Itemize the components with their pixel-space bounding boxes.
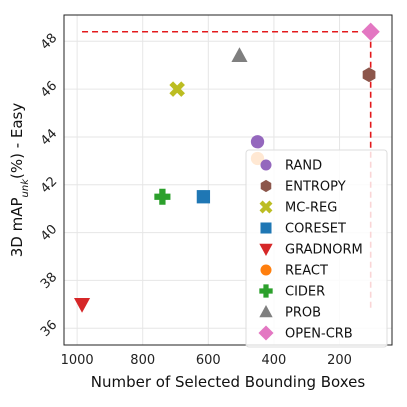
- legend-marker-cider: [259, 284, 273, 298]
- x-tick-label: 800: [130, 353, 155, 368]
- plot-area: [63, 14, 393, 346]
- legend-item-coreset: CORESET: [260, 222, 346, 237]
- legend-label-react: REACT: [285, 264, 328, 279]
- legend-marker-react: [260, 264, 272, 276]
- y-tick-label: 42: [38, 174, 60, 196]
- legend-label-gradnorm: GRADNORM: [285, 243, 363, 258]
- y-tick-label: 36: [38, 318, 60, 340]
- y-tick-label: 38: [38, 270, 60, 292]
- legend: RAND ENTROPY MC-REG CORESET GRADNORM REACT CID…: [245, 149, 388, 348]
- y-axis-label-subscript: unk: [20, 178, 31, 198]
- x-tick-label: 200: [327, 353, 352, 368]
- legend-item-react: REACT: [260, 264, 328, 279]
- point-coreset: [196, 190, 211, 204]
- legend-item-gradnorm: GRADNORM: [259, 243, 363, 258]
- legend-item-open-crb: OPEN-CRB: [258, 325, 353, 342]
- x-tick-label: 400: [262, 353, 287, 368]
- point-prob: [231, 47, 248, 62]
- x-axis-label: Number of Selected Bounding Boxes: [91, 373, 366, 391]
- legend-box: [245, 149, 388, 348]
- point-gradnorm: [73, 298, 91, 313]
- legend-label-prob: PROB: [285, 306, 321, 321]
- point-cider: [154, 188, 171, 205]
- y-tick-label: 40: [38, 222, 60, 244]
- legend-marker-rand: [260, 159, 272, 171]
- point-entropy: [362, 67, 376, 83]
- legend-item-prob: PROB: [259, 305, 321, 321]
- legend-item-mc-reg: MC-REG: [259, 200, 337, 216]
- legend-marker-coreset: [260, 222, 272, 234]
- legend-item-cider: CIDER: [259, 284, 325, 300]
- y-axis-label-main: 3D mAP: [8, 197, 26, 257]
- legend-label-open-crb: OPEN-CRB: [285, 327, 353, 342]
- x-tick-label: 600: [196, 353, 221, 368]
- legend-marker-prob: [259, 305, 273, 318]
- y-tick-label: 46: [38, 79, 60, 101]
- legend-marker-mc-reg: [259, 200, 273, 214]
- y-tick-label: 44: [38, 126, 60, 148]
- legend-marker-entropy: [260, 179, 272, 193]
- legend-label-mc-reg: MC-REG: [285, 201, 337, 216]
- point-open-crb: [361, 22, 380, 41]
- x-tick-label: 1000: [61, 353, 94, 368]
- legend-label-coreset: CORESET: [285, 222, 346, 237]
- legend-label-rand: RAND: [285, 159, 322, 174]
- legend-label-cider: CIDER: [285, 285, 325, 300]
- legend-marker-open-crb: [258, 325, 274, 341]
- legend-item-rand: RAND: [260, 159, 322, 174]
- point-mc-reg: [169, 81, 185, 97]
- legend-label-entropy: ENTROPY: [285, 180, 346, 195]
- legend-item-entropy: ENTROPY: [260, 179, 346, 195]
- y-tick-label: 48: [38, 31, 60, 53]
- y-axis-label-rest: (%) - Easy: [8, 103, 26, 179]
- point-rand: [250, 135, 265, 149]
- y-axis-label: 3D mAPunk(%) - Easy: [8, 103, 31, 258]
- legend-marker-gradnorm: [259, 243, 273, 256]
